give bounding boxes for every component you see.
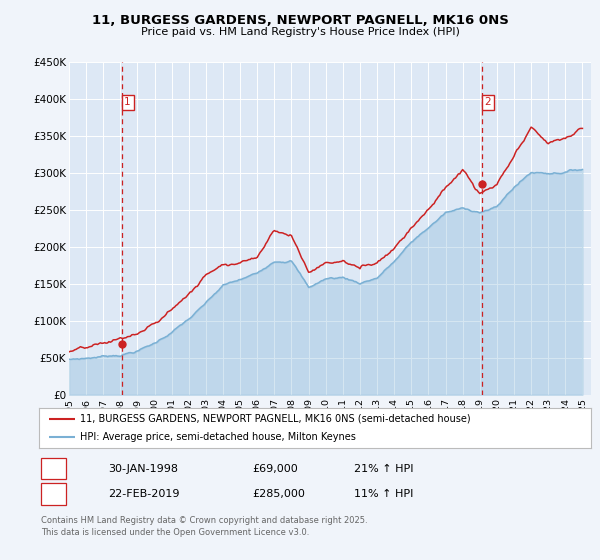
Text: 1: 1 bbox=[50, 464, 57, 474]
Text: Contains HM Land Registry data © Crown copyright and database right 2025.
This d: Contains HM Land Registry data © Crown c… bbox=[41, 516, 367, 537]
Text: 11% ↑ HPI: 11% ↑ HPI bbox=[354, 489, 413, 499]
Text: HPI: Average price, semi-detached house, Milton Keynes: HPI: Average price, semi-detached house,… bbox=[80, 432, 356, 442]
Text: 21% ↑ HPI: 21% ↑ HPI bbox=[354, 464, 413, 474]
Text: 11, BURGESS GARDENS, NEWPORT PAGNELL, MK16 0NS (semi-detached house): 11, BURGESS GARDENS, NEWPORT PAGNELL, MK… bbox=[80, 414, 471, 423]
Text: 2: 2 bbox=[484, 97, 491, 108]
Text: £285,000: £285,000 bbox=[252, 489, 305, 499]
Text: 2: 2 bbox=[50, 489, 57, 499]
Text: 30-JAN-1998: 30-JAN-1998 bbox=[108, 464, 178, 474]
Text: Price paid vs. HM Land Registry's House Price Index (HPI): Price paid vs. HM Land Registry's House … bbox=[140, 27, 460, 37]
Text: 22-FEB-2019: 22-FEB-2019 bbox=[108, 489, 179, 499]
Text: 1: 1 bbox=[124, 97, 131, 108]
Text: 11, BURGESS GARDENS, NEWPORT PAGNELL, MK16 0NS: 11, BURGESS GARDENS, NEWPORT PAGNELL, MK… bbox=[92, 14, 508, 27]
Text: £69,000: £69,000 bbox=[252, 464, 298, 474]
